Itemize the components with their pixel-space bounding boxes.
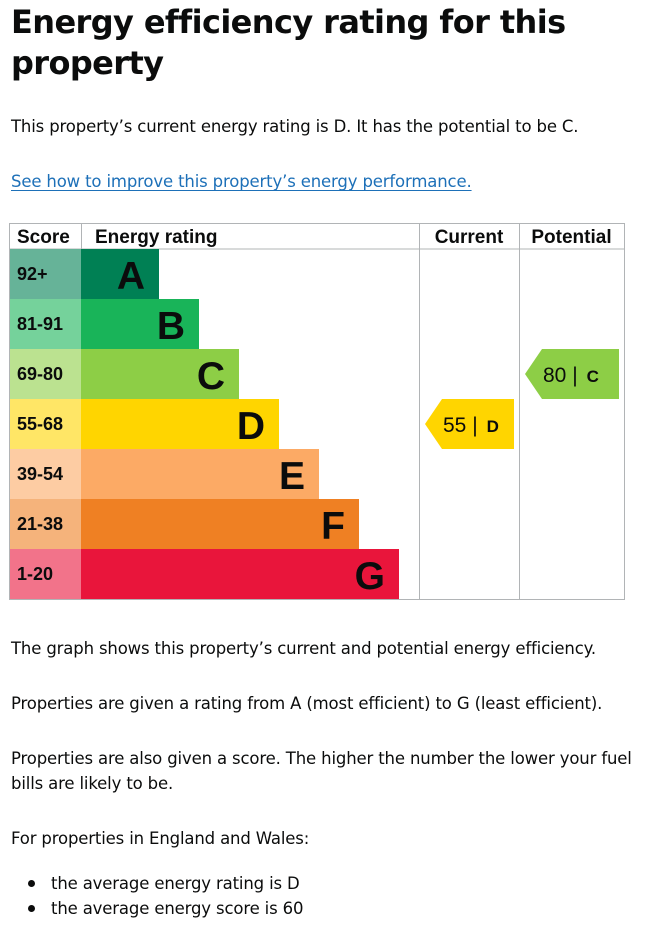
graph-explanation: The graph shows this property’s current …: [11, 639, 597, 658]
average-list: the average energy rating is D the avera…: [11, 871, 304, 921]
current-rating-rating-letter: D: [487, 417, 499, 436]
score-range-f: 21-38: [17, 514, 63, 534]
score-cell-b: [10, 299, 82, 349]
header-current: Current: [435, 227, 504, 248]
list-item-average-score: the average energy score is 60: [11, 896, 304, 921]
rating-letter-d: D: [237, 405, 265, 448]
region-intro: For properties in England and Wales:: [11, 829, 310, 848]
rating-letter-f: F: [321, 505, 345, 548]
score-cell-d: [10, 399, 82, 449]
rating-letter-c: C: [197, 355, 225, 398]
rating-letter-g: G: [355, 555, 385, 598]
score-range-b: 81-91: [17, 314, 63, 334]
potential-rating-score-value: 80 |: [543, 364, 578, 387]
rating-bar-a: [81, 249, 159, 299]
potential-rating-arrow: [525, 349, 619, 399]
score-range-d: 55-68: [17, 414, 63, 434]
score-cell-a: [10, 249, 82, 299]
header-energy-rating: Energy rating: [95, 227, 217, 248]
header-score: Score: [17, 227, 70, 248]
rating-explanation: Properties are given a rating from A (mo…: [11, 694, 603, 713]
rating-bar-e: [81, 449, 319, 499]
list-item-average-rating: the average energy rating is D: [11, 871, 303, 896]
current-rating-score: 55 | D: [443, 414, 499, 437]
potential-rating-rating-letter: C: [587, 367, 599, 386]
rating-bar-f: [81, 499, 359, 549]
rating-letter-e: E: [279, 455, 305, 498]
header-potential: Potential: [531, 227, 611, 248]
improve-energy-link[interactable]: See how to improve this property’s energ…: [11, 172, 472, 191]
rating-bar-b: [81, 299, 199, 349]
score-explanation: Properties are also given a score. The h…: [11, 749, 632, 793]
chart-frame: [9, 223, 625, 600]
score-range-e: 39-54: [17, 464, 63, 484]
score-cell-c: [10, 349, 82, 399]
score-range-a: 92+: [17, 264, 48, 284]
potential-rating-score: 80 | C: [543, 364, 599, 387]
current-rating-score-value: 55 |: [443, 414, 478, 437]
rating-bar-c: [81, 349, 239, 399]
rating-letter-b: B: [157, 305, 185, 348]
current-rating-arrow: [425, 399, 514, 449]
score-cell-f: [10, 499, 82, 549]
score-range-c: 69-80: [17, 364, 63, 384]
rating-summary: This property’s current energy rating is…: [11, 117, 579, 136]
score-cell-e: [10, 449, 82, 499]
score-range-g: 1-20: [17, 564, 53, 584]
score-cell-g: [10, 549, 82, 599]
rating-bar-g: [81, 549, 399, 599]
rating-letter-a: A: [117, 255, 145, 298]
page-title: Energy efficiency rating for this proper…: [11, 3, 566, 82]
rating-bar-d: [81, 399, 279, 449]
energy-rating-chart: Score Energy rating Current Potential 92+ A 81…: [9, 223, 625, 600]
